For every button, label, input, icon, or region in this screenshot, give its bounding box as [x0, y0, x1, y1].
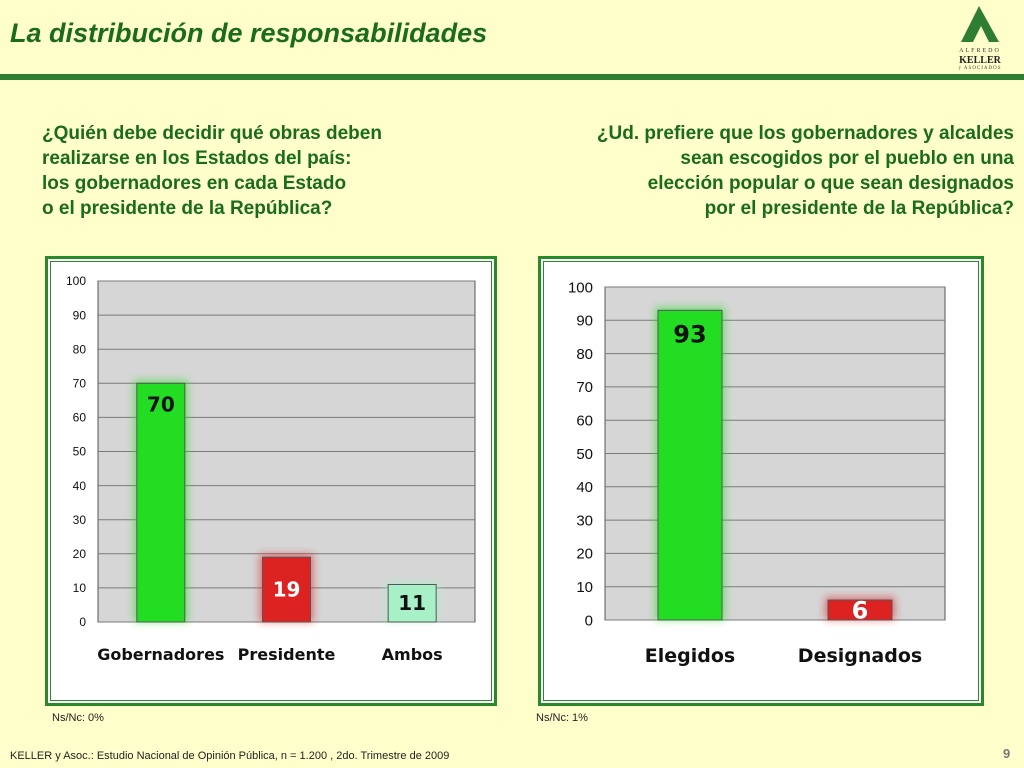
y-tick-label: 0 [79, 615, 86, 629]
question-left: ¿Quién debe decidir qué obras deben real… [42, 121, 482, 221]
y-tick-label: 100 [568, 279, 593, 296]
y-tick-label: 100 [66, 274, 86, 288]
question-right-line: sean escogidos por el pueblo en una [680, 148, 1014, 169]
no-response-note-left: Ns/Nc: 0% [52, 712, 104, 724]
question-left-line: los gobernadores en cada Estado [42, 173, 347, 194]
x-category-label: Ambos [382, 645, 443, 664]
chart-panel-right: 0 10 20 30 40 50 60 70 80 90 100 93 Elegidos 6 Designa… [538, 256, 984, 706]
page-number: 9 [1003, 746, 1011, 761]
y-tick-label: 70 [576, 379, 593, 396]
x-category-label: Gobernadores [97, 645, 224, 664]
question-left-line: realizarse en los Estados del país: [42, 148, 352, 169]
y-tick-label: 40 [576, 479, 593, 496]
y-tick-label: 80 [73, 342, 87, 356]
company-logo: ALFREDO KELLER y ASOCIADOS [945, 4, 1015, 72]
y-tick-label: 50 [576, 446, 593, 463]
bar-presidente [262, 556, 311, 623]
bar-value-label: 11 [398, 591, 426, 615]
question-right-line: por el presidente de la República? [704, 198, 1014, 219]
question-right-line: ¿Ud. prefiere que los gobernadores y alc… [596, 123, 1014, 144]
bar-value-label: 19 [273, 578, 301, 602]
title-divider [0, 74, 1024, 80]
bar-chart-right: 0 10 20 30 40 50 60 70 80 90 100 93 Elegidos 6 Designa… [568, 279, 946, 667]
y-tick-label: 70 [73, 377, 87, 391]
no-response-note-right: Ns/Nc: 1% [536, 712, 588, 724]
logo-line-2: KELLER [959, 55, 1001, 66]
bar-chart-left: 0 10 20 30 40 50 60 70 80 90 100 70 Gobernadores 19 Pr… [66, 274, 476, 664]
y-tick-label: 30 [73, 513, 87, 527]
question-left-line: o el presidente de la República? [42, 198, 333, 219]
bar-gobernadores [136, 382, 186, 623]
page-title: La distribución de responsabilidades [10, 18, 488, 48]
logo-line-3: y ASOCIADOS [958, 66, 1002, 71]
y-tick-label: 50 [73, 445, 87, 459]
x-category-label: Designados [798, 645, 922, 667]
y-tick-label: 30 [576, 512, 593, 529]
question-right: ¿Ud. prefiere que los gobernadores y alc… [480, 121, 1014, 221]
keller-logo-icon [961, 6, 999, 42]
bar-designados [827, 599, 893, 621]
y-tick-label: 20 [73, 547, 87, 561]
y-tick-label: 10 [576, 579, 593, 596]
bar-elegidos [657, 309, 723, 621]
bar-ambos [387, 583, 437, 623]
y-tick-label: 90 [73, 308, 87, 322]
y-tick-label: 60 [576, 412, 593, 429]
y-tick-label: 40 [73, 479, 87, 493]
source-footnote: KELLER y Asoc.: Estudio Nacional de Opin… [10, 750, 450, 762]
x-category-label: Elegidos [645, 645, 735, 667]
y-tick-label: 60 [73, 411, 87, 425]
logo-line-1: ALFREDO [959, 48, 1001, 54]
bar-value-label: 70 [147, 392, 175, 416]
y-tick-label: 20 [576, 546, 593, 563]
y-tick-label: 90 [576, 313, 593, 330]
question-left-line: ¿Quién debe decidir qué obras deben [42, 123, 382, 144]
bar-value-label: 93 [673, 320, 706, 348]
chart-panel-left: 0 10 20 30 40 50 60 70 80 90 100 70 Gobernadores 19 Pr… [45, 256, 497, 706]
bar-value-label: 6 [852, 596, 869, 624]
x-category-label: Presidente [238, 645, 336, 664]
y-tick-label: 0 [585, 612, 593, 629]
question-right-line: elección popular o que sean designados [647, 173, 1014, 194]
y-tick-label: 80 [576, 346, 593, 363]
y-tick-label: 10 [73, 581, 87, 595]
